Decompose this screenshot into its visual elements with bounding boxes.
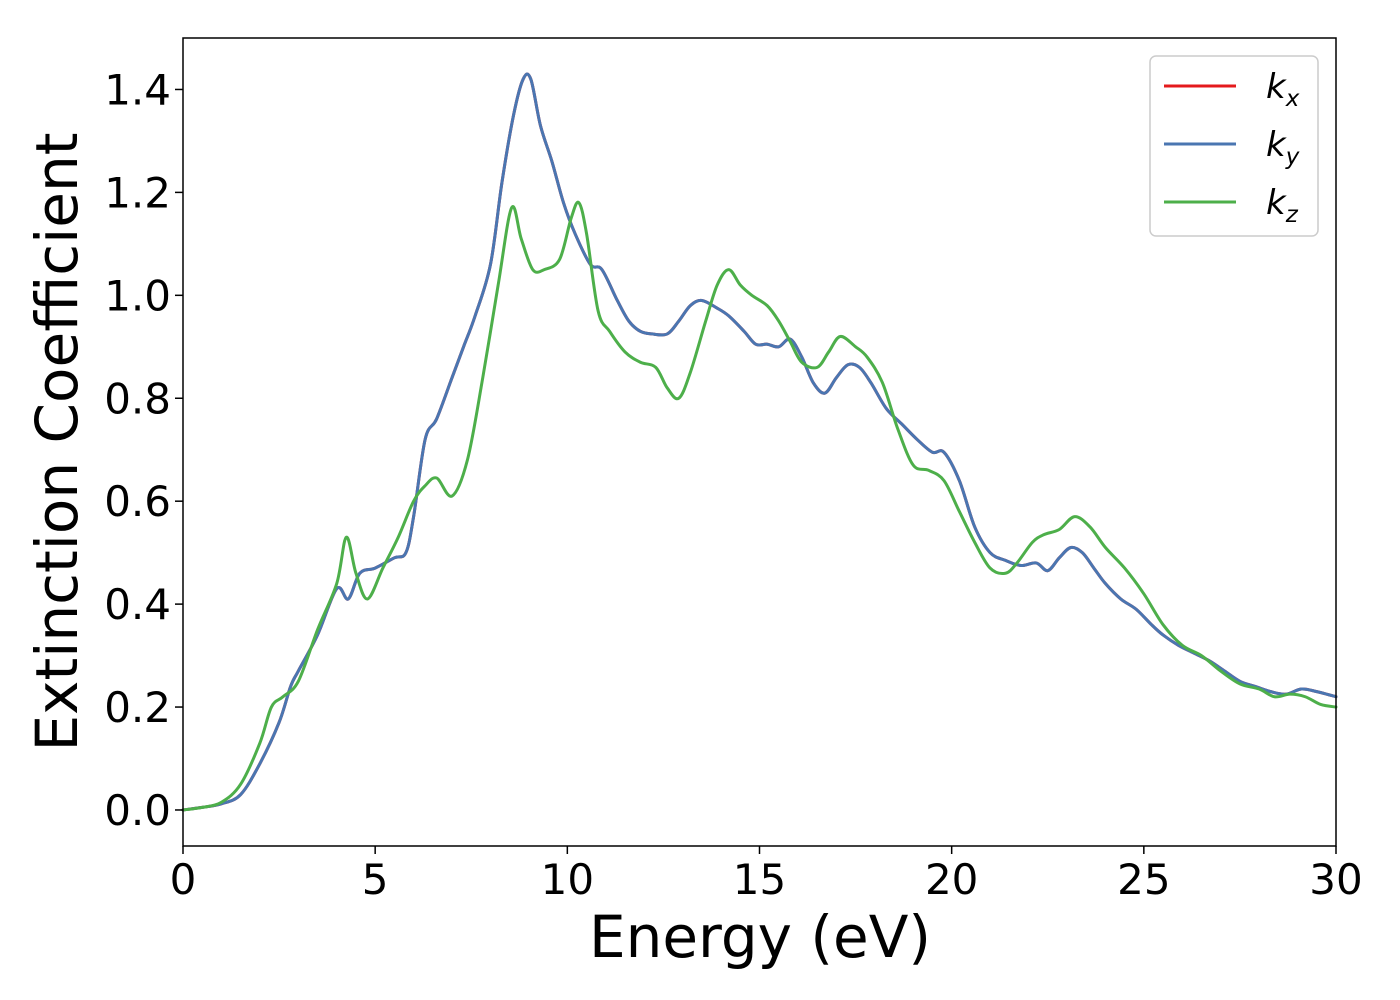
legend-box [1149,55,1319,237]
series-line-ky [181,72,1338,812]
legend-label-kx: kx [1266,67,1300,112]
y-axis-label: Extinction Coefficient [23,133,91,752]
legend-label-base: k [1266,67,1287,107]
legend-label-base: k [1266,183,1287,223]
legend-label-subscript: x [1285,86,1300,112]
y-axis-ticks: 0.0 0.2 0.4 0.6 0.8 1.0 1.2 1.4 [104,65,183,835]
series-line-kz [181,200,1338,812]
y-tick-label: 1.2 [104,168,171,217]
x-tick-label: 0 [170,855,197,904]
y-tick-label: 1.4 [104,65,171,114]
legend-label-subscript: z [1285,202,1299,228]
x-axis-ticks: 0 5 10 15 20 25 30 [170,846,1363,904]
x-axis-label: Energy (eV) [589,903,931,971]
y-tick-label: 1.0 [104,271,171,320]
legend-label-ky: ky [1266,125,1300,170]
y-tick-label: 0.6 [104,477,171,526]
y-tick-label: 0.0 [104,786,171,835]
plot-lines [181,72,1338,812]
x-tick-label: 15 [733,855,786,904]
legend-label-base: k [1266,125,1287,165]
x-tick-label: 20 [925,855,978,904]
legend-label-subscript: y [1285,144,1300,170]
x-tick-label: 30 [1309,855,1362,904]
x-tick-label: 10 [541,855,594,904]
x-tick-label: 25 [1117,855,1170,904]
y-tick-label: 0.2 [104,683,171,732]
y-tick-label: 0.4 [104,580,171,629]
y-tick-label: 0.8 [104,374,171,423]
legend-label-kz: kz [1266,183,1299,228]
x-tick-label: 5 [362,855,389,904]
